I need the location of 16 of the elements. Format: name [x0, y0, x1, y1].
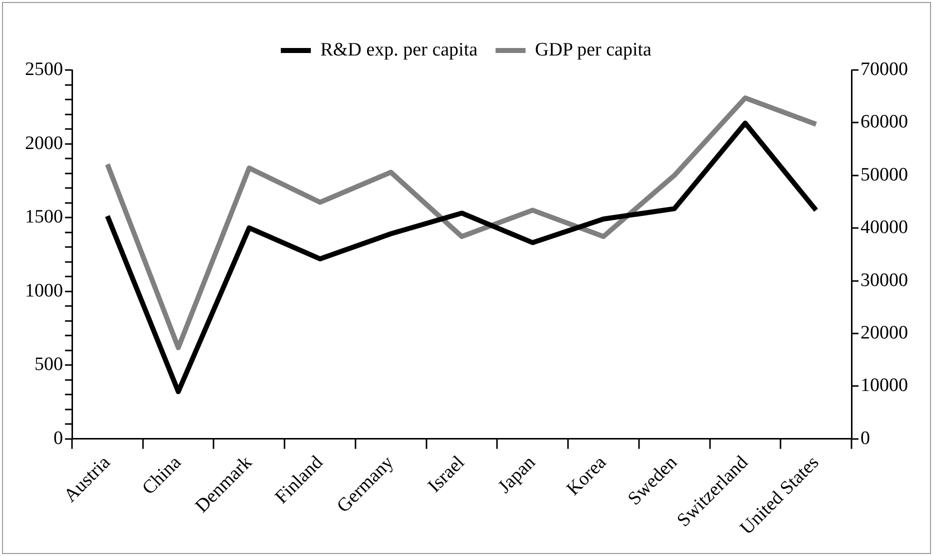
y2-tick-label: 60000: [860, 112, 908, 133]
y2-tick-label: 30000: [860, 270, 908, 291]
y-tick-label: 500: [34, 354, 63, 376]
y2-tick-label: 40000: [860, 217, 908, 238]
y2-tick-label: 10000: [860, 375, 908, 396]
y2-tick-label: 0: [860, 428, 870, 449]
y-tick-label: 2500: [25, 58, 63, 80]
legend-label: GDP per capita: [535, 39, 652, 60]
y2-tick-label: 20000: [860, 322, 908, 344]
y-tick-label: 0: [54, 428, 63, 449]
y-tick-label: 1000: [25, 280, 63, 302]
y-tick-label: 1500: [25, 206, 63, 228]
y2-tick-label: 50000: [860, 164, 908, 186]
legend-label: R&D exp. per capita: [320, 39, 478, 60]
y-tick-label: 2000: [25, 132, 63, 154]
y2-tick-label: 70000: [860, 58, 908, 80]
